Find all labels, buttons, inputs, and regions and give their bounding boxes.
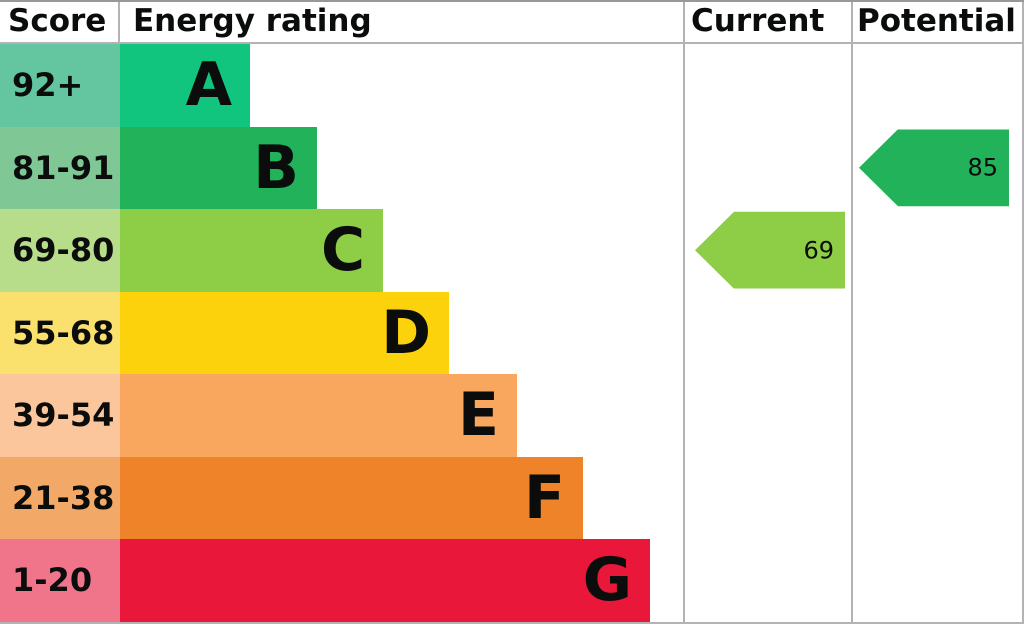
band-score-range: 55-68 [0,291,120,374]
current-column-cell [683,44,851,127]
band-bar: A [120,44,250,127]
band-bar: C [120,209,383,292]
current-rating-value: 69 [803,236,834,265]
band-score-range: 81-91 [0,126,120,209]
header-row: Score Energy rating Current Potential [0,2,1024,44]
band-bar-area: D [120,291,683,374]
band-bar-area: B [120,126,683,209]
potential-column-cell [851,456,1024,539]
band-bar-area: E [120,374,683,457]
potential-column-cell [851,44,1024,127]
band-bar: G [120,539,650,622]
score-column-header: Score [0,2,120,42]
band-bar: B [120,126,317,209]
potential-column-cell [851,291,1024,374]
current-column-cell [683,126,851,209]
band-bar-area: C [120,209,683,292]
potential-rating-value: 85 [967,153,998,182]
potential-column-header: Potential [851,2,1024,42]
potential-column-cell [851,374,1024,457]
band-row-c: 69-80 C 69 [0,209,1024,292]
current-column-cell [683,456,851,539]
current-column-cell: 69 [683,209,851,292]
bands-area: 92+ A 81-91 B 85 69-80 C 69 55-68 D 39-54 E 21-38 F 1-… [0,44,1024,624]
band-score-range: 69-80 [0,209,120,292]
band-row-d: 55-68 D [0,291,1024,374]
current-column-cell [683,374,851,457]
potential-column-cell: 85 [851,126,1024,209]
band-row-g: 1-20 G [0,539,1024,622]
current-column-header: Current [683,2,851,42]
current-rating-arrow: 69 [695,211,845,289]
band-row-b: 81-91 B 85 [0,126,1024,209]
band-score-range: 1-20 [0,539,120,622]
potential-column-cell [851,209,1024,292]
band-bar-area: G [120,539,683,622]
band-bar-area: F [120,456,683,539]
potential-rating-arrow: 85 [859,129,1009,207]
band-score-range: 39-54 [0,374,120,457]
band-bar: E [120,374,517,457]
band-score-range: 92+ [0,44,120,127]
band-bar: F [120,456,583,539]
band-row-f: 21-38 F [0,456,1024,539]
band-bar-area: A [120,44,683,127]
potential-column-cell [851,539,1024,622]
band-bar: D [120,291,449,374]
current-column-cell [683,291,851,374]
band-row-e: 39-54 E [0,374,1024,457]
current-column-cell [683,539,851,622]
band-row-a: 92+ A [0,44,1024,127]
energy-rating-column-header: Energy rating [133,3,372,39]
band-score-range: 21-38 [0,456,120,539]
